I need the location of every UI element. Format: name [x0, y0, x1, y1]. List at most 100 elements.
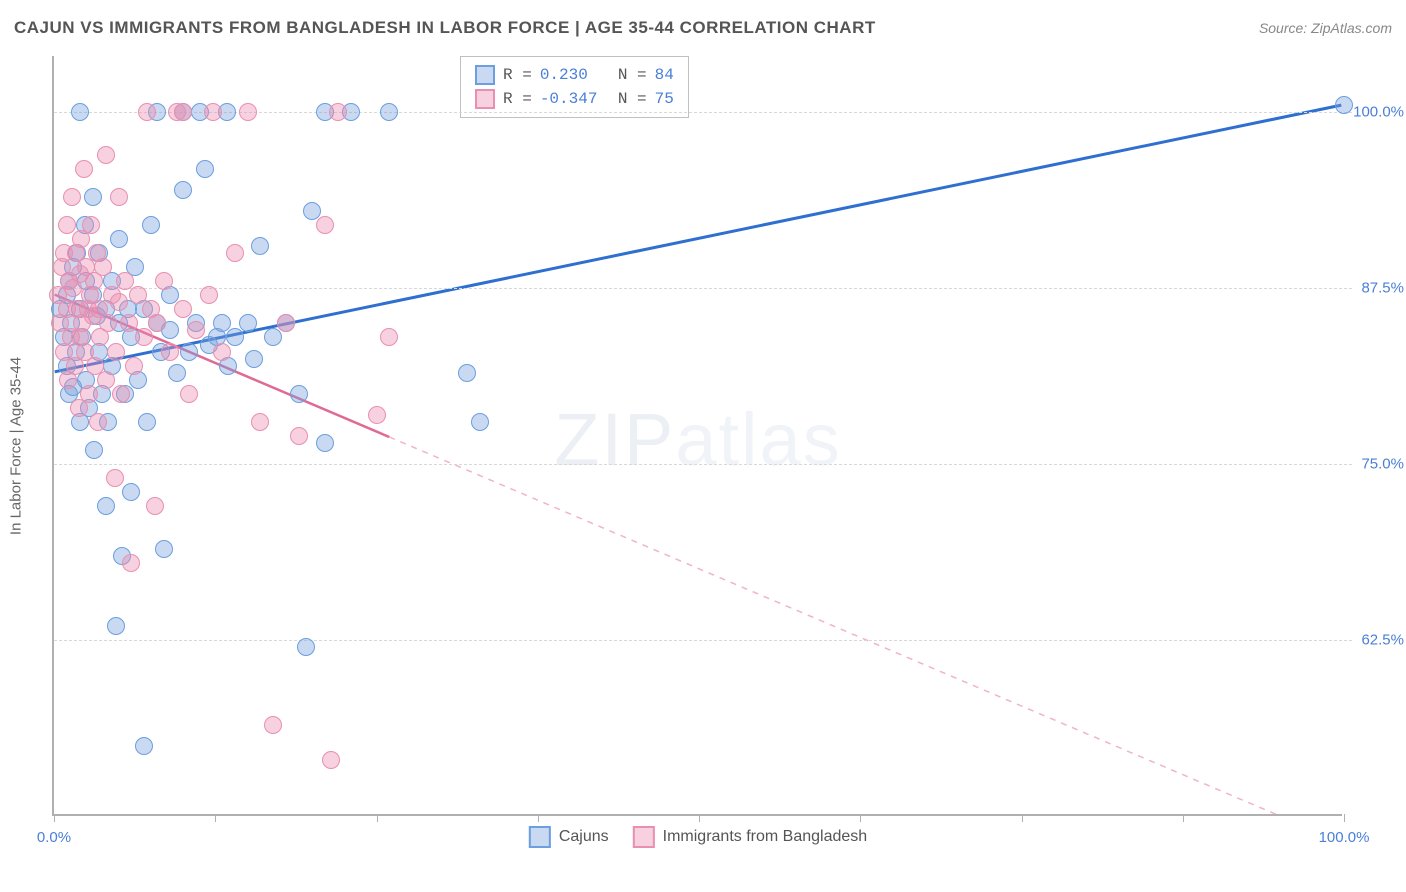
x-tick-label: 0.0%	[37, 829, 71, 846]
x-tick	[538, 814, 539, 822]
chart-container: CAJUN VS IMMIGRANTS FROM BANGLADESH IN L…	[0, 0, 1406, 892]
gridline	[54, 464, 1352, 465]
data-point	[146, 497, 164, 515]
data-point	[180, 343, 198, 361]
x-tick	[699, 814, 700, 822]
data-point	[471, 413, 489, 431]
data-point	[122, 554, 140, 572]
data-point	[138, 413, 156, 431]
legend-swatch	[633, 826, 655, 848]
chart-title: CAJUN VS IMMIGRANTS FROM BANGLADESH IN L…	[14, 18, 876, 38]
data-point	[174, 181, 192, 199]
data-point	[97, 146, 115, 164]
legend-swatch	[529, 826, 551, 848]
data-point	[155, 272, 173, 290]
x-tick	[377, 814, 378, 822]
data-point	[97, 371, 115, 389]
data-point	[148, 314, 166, 332]
x-tick	[1183, 814, 1184, 822]
x-tick	[1344, 814, 1345, 822]
data-point	[125, 357, 143, 375]
legend-label: Immigrants from Bangladesh	[663, 828, 868, 846]
stats-r-value: 0.230	[540, 66, 610, 84]
data-point	[204, 103, 222, 121]
stats-swatch	[475, 89, 495, 109]
data-point	[239, 103, 257, 121]
data-point	[264, 716, 282, 734]
data-point	[458, 364, 476, 382]
data-point	[89, 413, 107, 431]
stats-n-value: 84	[655, 66, 674, 84]
data-point	[168, 364, 186, 382]
legend-item: Cajuns	[529, 826, 609, 848]
data-point	[110, 188, 128, 206]
data-point	[99, 314, 117, 332]
data-point	[322, 751, 340, 769]
data-point	[213, 343, 231, 361]
stats-r-label: R =	[503, 66, 532, 84]
x-tick	[215, 814, 216, 822]
watermark: ZIPatlas	[554, 397, 841, 482]
stats-n-label: N =	[618, 66, 647, 84]
data-point	[251, 237, 269, 255]
data-point	[82, 216, 100, 234]
data-point	[107, 617, 125, 635]
data-point	[94, 258, 112, 276]
stats-box: R = 0.230N = 84R = -0.347N = 75	[460, 56, 689, 118]
x-tick	[1022, 814, 1023, 822]
legend: Cajuns Immigrants from Bangladesh	[529, 826, 867, 848]
plot-area: ZIPatlas R = 0.230N = 84R = -0.347N = 75…	[52, 56, 1342, 816]
data-point	[316, 216, 334, 234]
data-point	[380, 328, 398, 346]
stats-row: R = 0.230 N = 84	[475, 63, 674, 87]
data-point	[135, 737, 153, 755]
data-point	[97, 497, 115, 515]
data-point	[239, 314, 257, 332]
data-point	[226, 328, 244, 346]
data-point	[277, 314, 295, 332]
data-point	[180, 385, 198, 403]
data-point	[196, 160, 214, 178]
stats-n-label: N =	[618, 90, 647, 108]
legend-label: Cajuns	[559, 828, 609, 846]
stats-swatch	[475, 65, 495, 85]
chart-header: CAJUN VS IMMIGRANTS FROM BANGLADESH IN L…	[14, 18, 1392, 38]
data-point	[75, 160, 93, 178]
data-point	[316, 434, 334, 452]
data-point	[80, 385, 98, 403]
y-tick-label: 75.0%	[1349, 456, 1404, 473]
data-point	[174, 300, 192, 318]
regression-lines	[54, 56, 1342, 814]
data-point	[135, 328, 153, 346]
x-tick	[860, 814, 861, 822]
data-point	[187, 321, 205, 339]
data-point	[142, 216, 160, 234]
data-point	[155, 540, 173, 558]
data-point	[297, 638, 315, 656]
data-point	[264, 328, 282, 346]
data-point	[110, 230, 128, 248]
x-tick-label: 100.0%	[1319, 829, 1370, 846]
data-point	[138, 103, 156, 121]
data-point	[63, 188, 81, 206]
data-point	[58, 216, 76, 234]
data-point	[290, 427, 308, 445]
data-point	[112, 385, 130, 403]
y-tick-label: 87.5%	[1349, 280, 1404, 297]
gridline	[54, 640, 1352, 641]
data-point	[106, 469, 124, 487]
gridline	[54, 288, 1352, 289]
data-point	[161, 343, 179, 361]
stats-r-value: -0.347	[540, 90, 610, 108]
data-point	[120, 314, 138, 332]
y-tick-label: 62.5%	[1349, 632, 1404, 649]
data-point	[329, 103, 347, 121]
y-axis-label: In Labor Force | Age 35-44	[8, 357, 25, 535]
data-point	[380, 103, 398, 121]
data-point	[85, 441, 103, 459]
data-point	[122, 483, 140, 501]
data-point	[226, 244, 244, 262]
data-point	[368, 406, 386, 424]
data-point	[200, 286, 218, 304]
legend-item: Immigrants from Bangladesh	[633, 826, 868, 848]
